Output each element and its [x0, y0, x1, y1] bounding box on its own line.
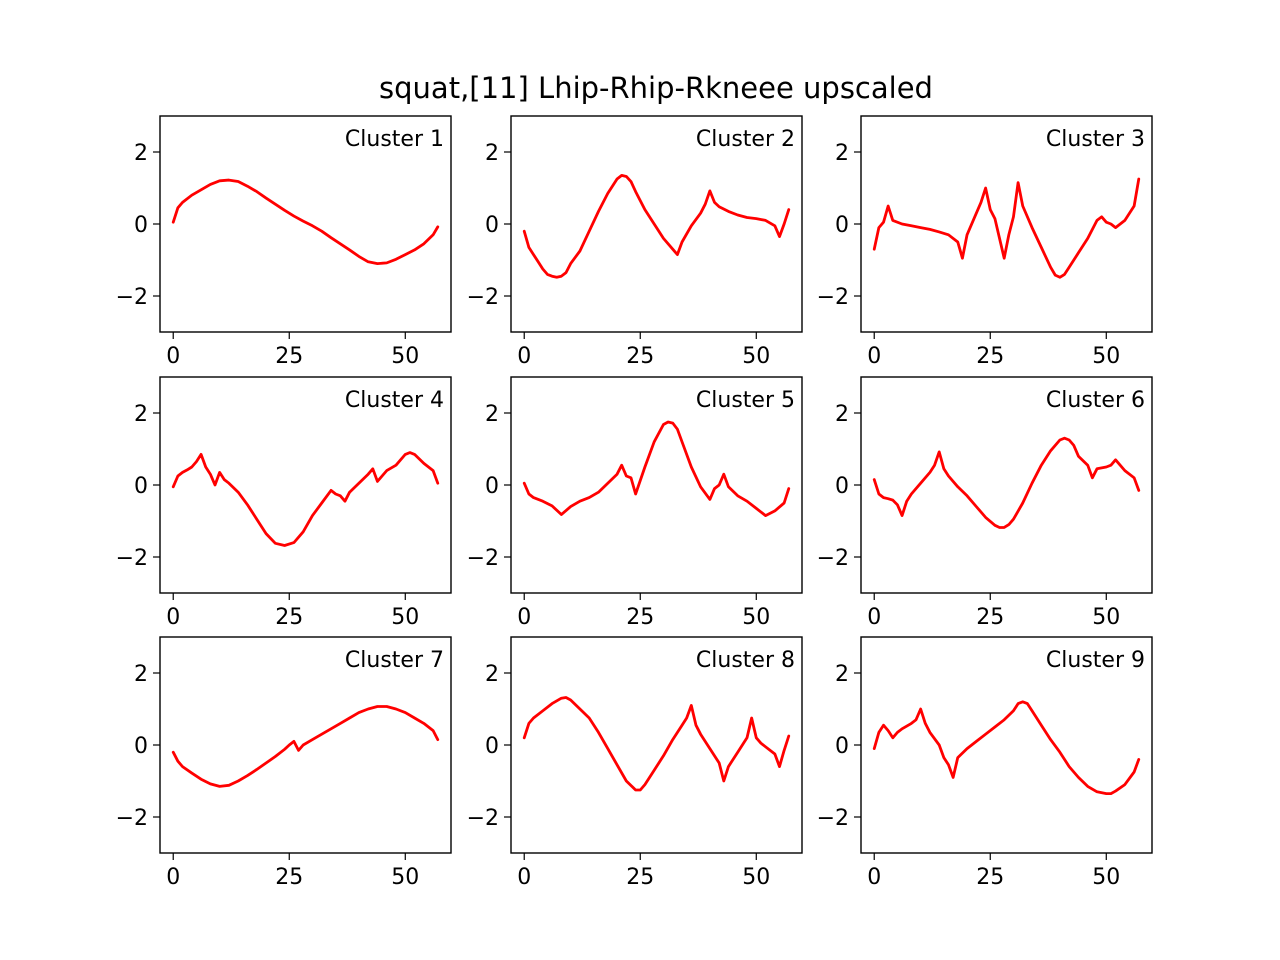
x-tick-label: 0	[166, 344, 180, 369]
x-tick-label: 25	[976, 605, 1004, 630]
cluster-label: Cluster 1	[345, 127, 444, 152]
y-tick-label: −2	[467, 546, 499, 571]
subplot-2: 0 25 50 −2 0 2 Cluster 2	[467, 115, 803, 369]
y-tick-label: 2	[485, 141, 499, 166]
y-tick-label: −2	[467, 285, 499, 310]
y-tick-label: 2	[485, 402, 499, 427]
figure-title: squat,[11] Lhip-Rhip-Rkneee upscaled	[379, 71, 933, 105]
x-tick-label: 25	[976, 344, 1004, 369]
x-tick-label: 0	[166, 605, 180, 630]
x-tick-label: 0	[867, 344, 881, 369]
x-tick-label: 50	[391, 605, 419, 630]
cluster-label: Cluster 4	[345, 388, 444, 413]
cluster-label: Cluster 7	[345, 648, 444, 673]
y-tick-label: 2	[835, 141, 849, 166]
y-tick-label: −2	[116, 285, 148, 310]
cluster-label: Cluster 5	[696, 388, 795, 413]
subplot-grid: 0 25 50 −2 0 2 Cluster 1 0 25 50 −2 0 2 Cluster 2 0 25 5…	[116, 115, 1153, 890]
x-tick-label: 25	[626, 344, 654, 369]
cluster-6-line	[872, 436, 1141, 529]
y-tick-label: −2	[467, 806, 499, 831]
subplot-7: 0 25 50 −2 0 2 Cluster 7	[116, 636, 452, 890]
cluster-5-line	[522, 420, 791, 517]
x-tick-label: 0	[166, 865, 180, 890]
y-tick-label: −2	[116, 806, 148, 831]
y-tick-label: 0	[835, 213, 849, 238]
x-tick-label: 0	[867, 605, 881, 630]
x-tick-label: 0	[517, 344, 531, 369]
cluster-9-line	[872, 700, 1141, 795]
y-tick-label: 2	[134, 402, 148, 427]
subplot-9: 0 25 50 −2 0 2 Cluster 9	[817, 636, 1153, 890]
x-tick-label: 25	[275, 865, 303, 890]
x-tick-label: 50	[742, 865, 770, 890]
y-tick-label: 0	[485, 213, 499, 238]
subplot-6: 0 25 50 −2 0 2 Cluster 6	[817, 376, 1153, 630]
y-tick-label: 2	[835, 662, 849, 687]
subplot-5: 0 25 50 −2 0 2 Cluster 5	[467, 376, 803, 630]
subplot-8: 0 25 50 −2 0 2 Cluster 8	[467, 636, 803, 890]
x-tick-label: 50	[1092, 865, 1120, 890]
x-tick-label: 25	[626, 605, 654, 630]
x-tick-label: 50	[391, 344, 419, 369]
y-tick-label: −2	[817, 285, 849, 310]
x-tick-label: 50	[1092, 605, 1120, 630]
y-tick-label: 0	[485, 734, 499, 759]
x-tick-label: 25	[275, 344, 303, 369]
x-tick-label: 25	[275, 605, 303, 630]
y-tick-label: 0	[485, 474, 499, 499]
cluster-4-line	[171, 451, 440, 547]
cluster-8-line	[522, 696, 791, 792]
y-tick-label: 0	[134, 213, 148, 238]
cluster-label: Cluster 2	[696, 127, 795, 152]
x-tick-label: 25	[626, 865, 654, 890]
subplot-1: 0 25 50 −2 0 2 Cluster 1	[116, 115, 452, 369]
cluster-7-line	[171, 705, 440, 788]
x-tick-label: 0	[517, 605, 531, 630]
cluster-label: Cluster 8	[696, 648, 795, 673]
x-tick-label: 50	[742, 605, 770, 630]
y-tick-label: 0	[134, 474, 148, 499]
cluster-2-line	[522, 173, 791, 279]
x-tick-label: 50	[391, 865, 419, 890]
subplot-3: 0 25 50 −2 0 2 Cluster 3	[817, 115, 1153, 369]
cluster-label: Cluster 3	[1046, 127, 1145, 152]
y-tick-label: −2	[817, 806, 849, 831]
y-tick-label: −2	[116, 546, 148, 571]
y-tick-label: 2	[134, 662, 148, 687]
y-tick-label: 0	[835, 474, 849, 499]
x-tick-label: 50	[742, 344, 770, 369]
cluster-label: Cluster 9	[1046, 648, 1145, 673]
y-tick-label: 0	[134, 734, 148, 759]
y-tick-label: 2	[134, 141, 148, 166]
cluster-1-line	[171, 178, 440, 266]
y-tick-label: −2	[817, 546, 849, 571]
x-tick-label: 0	[867, 865, 881, 890]
x-tick-label: 25	[976, 865, 1004, 890]
x-tick-label: 0	[517, 865, 531, 890]
cluster-label: Cluster 6	[1046, 388, 1145, 413]
y-tick-label: 2	[485, 662, 499, 687]
y-tick-label: 2	[835, 402, 849, 427]
y-tick-label: 0	[835, 734, 849, 759]
cluster-3-line	[872, 177, 1141, 279]
subplot-4: 0 25 50 −2 0 2 Cluster 4	[116, 376, 452, 630]
x-tick-label: 50	[1092, 344, 1120, 369]
